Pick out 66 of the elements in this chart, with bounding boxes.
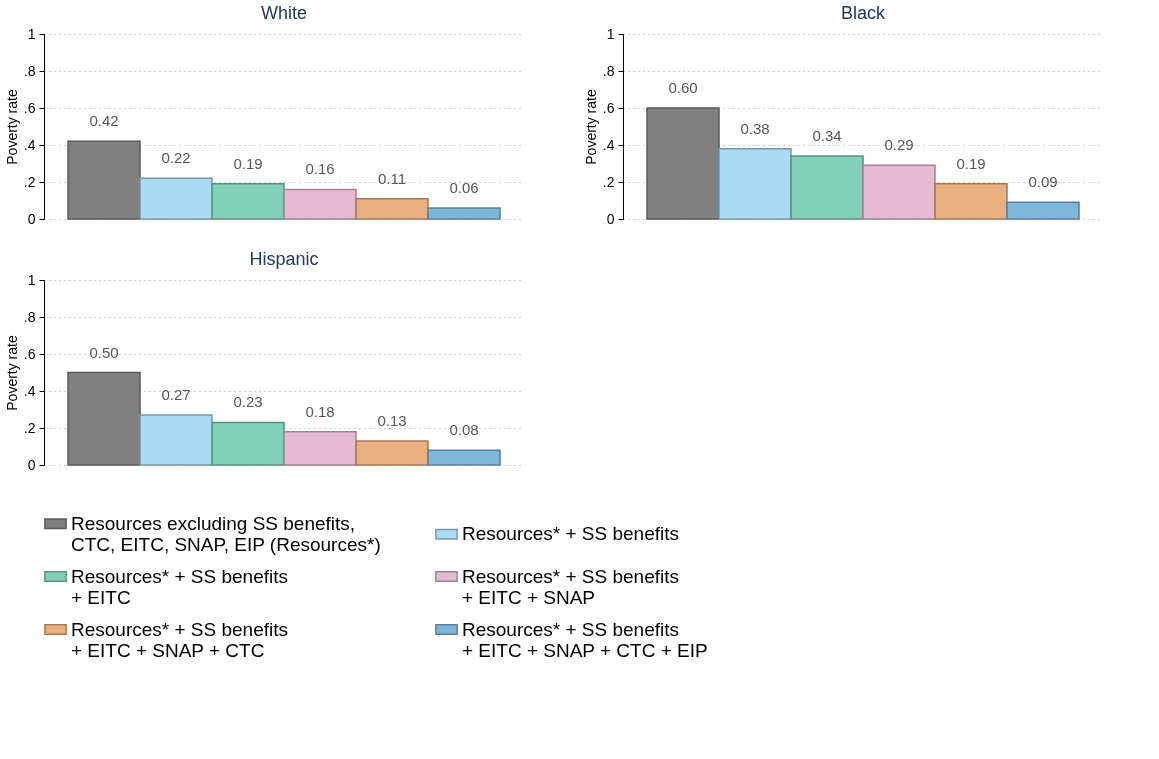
y-tick-label: .8 <box>602 62 615 79</box>
y-axis-title: Poverty rate <box>582 89 599 165</box>
legend-label: Resources* + SS benefits + EITC + SNAP + CTC + EIP <box>462 618 708 661</box>
y-tick-label: .4 <box>602 136 615 153</box>
data-label: 0.60 <box>668 79 698 96</box>
y-tick-label: .8 <box>23 308 36 325</box>
y-tick-label: .6 <box>602 99 615 116</box>
y-tick-label: .2 <box>23 173 36 190</box>
data-label: 0.23 <box>233 393 263 411</box>
bar <box>790 155 864 220</box>
y-tick-label: 1 <box>27 271 36 288</box>
data-label: 0.18 <box>305 402 335 420</box>
y-tick-label: .6 <box>23 99 36 116</box>
bar <box>1006 201 1080 220</box>
bar <box>211 421 285 466</box>
bar <box>646 107 720 220</box>
bar <box>934 183 1008 220</box>
data-label: 0.50 <box>89 343 119 361</box>
data-label: 0.29 <box>884 136 914 154</box>
y-tick-label: .4 <box>23 136 36 153</box>
data-label: 0.42 <box>89 112 119 130</box>
y-tick-label: 0 <box>27 210 36 227</box>
bar <box>718 147 792 220</box>
legend-label: Resources* + SS benefits <box>462 523 680 545</box>
chart-title: White <box>260 3 308 23</box>
y-tick-label: .8 <box>23 62 36 79</box>
bar <box>283 430 357 466</box>
y-tick-label: .4 <box>23 382 36 399</box>
y-tick-label: 0 <box>27 456 36 473</box>
y-tick-label: .6 <box>23 345 36 362</box>
bar <box>139 414 213 466</box>
bar <box>67 140 141 220</box>
data-label: 0.19 <box>233 154 263 172</box>
data-label: 0.06 <box>449 178 479 196</box>
y-tick-label: .2 <box>602 173 615 190</box>
bar <box>67 371 141 466</box>
data-label: 0.13 <box>377 411 407 429</box>
data-label: 0.34 <box>812 127 842 145</box>
legend-label: Resources* + SS benefits + EITC + SNAP <box>462 565 680 608</box>
data-label: 0.27 <box>161 386 191 404</box>
chart-title: Hispanic <box>249 249 319 269</box>
y-tick-label: 1 <box>27 25 36 42</box>
bar <box>427 449 501 466</box>
chart-title: Black <box>840 3 887 23</box>
bar <box>355 440 429 466</box>
data-label: 0.19 <box>956 154 986 172</box>
y-axis-title: Poverty rate <box>3 335 20 411</box>
bar <box>862 164 936 220</box>
bar <box>211 183 285 220</box>
data-label: 0.08 <box>449 421 479 439</box>
y-axis-title: Poverty rate <box>3 89 20 165</box>
y-tick-label: 1 <box>606 25 615 42</box>
data-label: 0.38 <box>740 119 770 137</box>
y-tick-label: .2 <box>23 419 36 436</box>
data-label: 0.16 <box>305 160 335 178</box>
bar <box>139 177 213 220</box>
bar <box>283 188 357 220</box>
y-tick-label: 0 <box>606 210 615 227</box>
legend-label: Resources* + SS benefits + EITC <box>71 565 289 608</box>
data-label: 0.11 <box>377 169 407 187</box>
data-label: 0.22 <box>161 149 191 167</box>
data-label: 0.09 <box>1028 173 1058 191</box>
legend-label: Resources* + SS benefits + EITC + SNAP + CTC <box>71 618 289 661</box>
bar <box>427 207 501 220</box>
bar <box>355 197 429 220</box>
legend-label: Resources excluding SS benefits, CTC, EITC, SNAP, EIP (Resources*) <box>71 512 381 555</box>
